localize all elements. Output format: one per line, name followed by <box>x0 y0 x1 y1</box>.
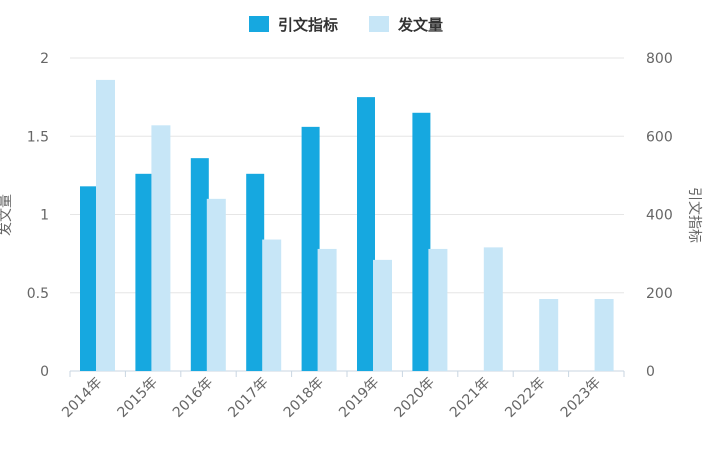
bar-citation-index <box>412 112 431 372</box>
legend-swatch <box>369 16 389 32</box>
legend-label: 引文指标 <box>278 16 338 34</box>
right-tick-label: 0 <box>646 364 655 380</box>
legend-label: 发文量 <box>397 16 443 34</box>
x-tick-label: 2014年 <box>59 375 105 421</box>
legend-swatch <box>249 16 269 32</box>
x-tick-label: 2017年 <box>225 375 271 421</box>
x-tick-label: 2015年 <box>115 375 161 421</box>
bar-publication-count <box>373 259 392 371</box>
right-tick-label: 400 <box>646 208 673 224</box>
x-tick-label: 2016年 <box>170 375 216 421</box>
bar-publication-count <box>262 239 282 371</box>
bar-citation-index <box>190 158 209 371</box>
bar-citation-index <box>357 97 375 371</box>
bar-citation-index <box>301 126 320 371</box>
x-tick-label: 2021年 <box>447 375 493 421</box>
bar-publication-count <box>483 247 503 371</box>
left-tick-label: 1.5 <box>27 129 49 145</box>
bar-publication-count <box>594 299 614 371</box>
bar-publication-count <box>428 248 448 371</box>
x-tick-label: 2022年 <box>502 375 548 421</box>
right-tick-label: 800 <box>646 51 673 67</box>
bar-publication-count <box>206 198 226 371</box>
left-tick-label: 1 <box>40 208 49 224</box>
bar-citation-index <box>80 186 98 371</box>
bar-publication-count <box>317 248 337 371</box>
bar-citation-index <box>246 173 265 371</box>
x-tick-label: 2020年 <box>392 375 438 421</box>
bar-publication-count <box>539 299 559 371</box>
left-tick-label: 0 <box>40 364 49 380</box>
right-tick-label: 600 <box>646 129 673 145</box>
bar-citation-index <box>135 173 154 371</box>
right-tick-label: 200 <box>646 286 673 302</box>
right-axis-title: 引文指标 <box>686 187 702 243</box>
x-tick-label: 2019年 <box>336 375 382 421</box>
left-tick-label: 0.5 <box>27 286 49 302</box>
left-tick-label: 2 <box>40 51 49 67</box>
bar-publication-count <box>96 79 115 371</box>
bar-publication-count <box>151 125 171 371</box>
x-tick-label: 2023年 <box>558 375 604 421</box>
left-axis-title: 发文量 <box>0 194 14 236</box>
x-tick-label: 2018年 <box>281 375 327 421</box>
